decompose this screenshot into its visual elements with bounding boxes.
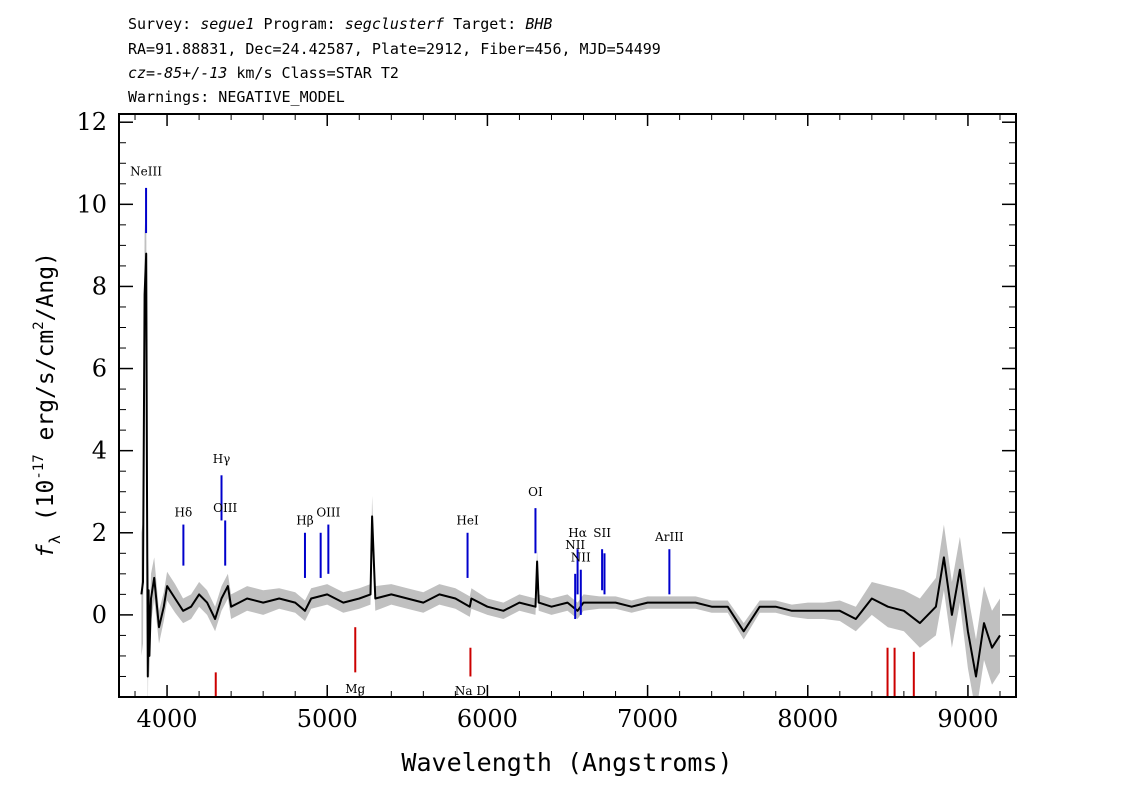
x-axis-label: Wavelength (Angstroms) bbox=[401, 748, 732, 777]
emission-line-label: Hδ bbox=[175, 505, 193, 519]
emission-line-label: NeIII bbox=[130, 165, 162, 179]
header-line-warnings: Warnings: NEGATIVE_MODEL bbox=[128, 88, 345, 106]
emission-line-label: ArIII bbox=[654, 530, 684, 544]
y-axis-label: fλ (10-17 erg/s/cm2/Ang) bbox=[31, 252, 64, 558]
emission-line-label: Hα bbox=[568, 526, 587, 540]
emission-line-label: SII bbox=[593, 526, 611, 540]
flux-line bbox=[140, 252, 1001, 678]
emission-line-label: NII bbox=[565, 538, 585, 552]
emission-line-label: OIII bbox=[213, 501, 237, 515]
plot-frame bbox=[118, 113, 1017, 698]
absorption-line-label: Mg bbox=[345, 682, 365, 696]
y-tick-label: 10 bbox=[76, 190, 107, 218]
error-band-layer bbox=[141, 192, 1000, 697]
y-tick-label: 6 bbox=[92, 355, 107, 383]
header-line-survey: Survey: segue1 Program: segclusterf Targ… bbox=[128, 15, 552, 33]
axis-ticks: 4000 5000 6000 7000 8000 9000 0 2 4 6 8 10 12 bbox=[76, 108, 1016, 733]
y-tick-label: 0 bbox=[92, 601, 107, 629]
header-line-coordinates: RA=91.88831, Dec=24.42587, Plate=2912, F… bbox=[128, 40, 661, 58]
emission-line-label: OIII bbox=[316, 505, 340, 519]
y-tick-label: 8 bbox=[92, 272, 107, 300]
y-tick-label: 2 bbox=[92, 519, 107, 547]
x-tick-label: 9000 bbox=[937, 705, 998, 733]
emission-line-label: Hβ bbox=[296, 514, 313, 528]
x-tick-label: 4000 bbox=[137, 705, 198, 733]
emission-line-label: OI bbox=[528, 485, 543, 499]
x-tick-label: 5000 bbox=[297, 705, 358, 733]
emission-line-label: NII bbox=[571, 551, 591, 565]
y-tick-label: 4 bbox=[92, 437, 107, 465]
emission-line-label: HeI bbox=[456, 514, 479, 528]
x-tick-label: 7000 bbox=[617, 705, 678, 733]
emission-line-label: Hγ bbox=[213, 452, 231, 466]
header-line-redshift: cz=-85+/-13 km/s Class=STAR T2 bbox=[128, 64, 399, 82]
flux-layer bbox=[140, 252, 1001, 678]
y-tick-label: 12 bbox=[76, 108, 107, 136]
absorption-line-label: Na D bbox=[455, 684, 486, 698]
x-tick-label: 6000 bbox=[457, 705, 518, 733]
x-tick-label: 8000 bbox=[777, 705, 838, 733]
flux-error-band bbox=[141, 192, 1000, 697]
